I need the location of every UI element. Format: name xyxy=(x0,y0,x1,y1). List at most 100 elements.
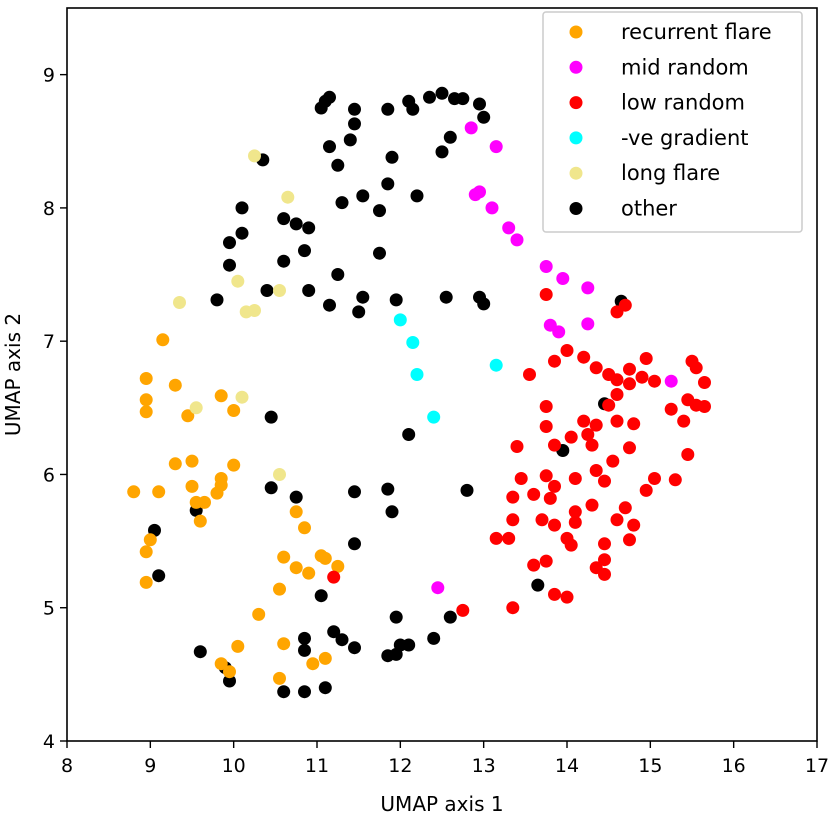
data-point xyxy=(406,102,420,116)
data-point xyxy=(564,538,578,552)
legend: recurrent flare mid random low random -ve g… xyxy=(542,11,803,233)
data-point xyxy=(173,296,186,309)
data-point xyxy=(456,603,470,617)
data-point xyxy=(443,130,457,144)
data-point xyxy=(273,582,286,596)
data-point xyxy=(477,110,491,124)
data-point xyxy=(139,405,153,419)
data-point xyxy=(139,575,153,589)
data-point xyxy=(539,288,553,301)
data-point xyxy=(623,362,636,376)
data-point xyxy=(435,145,449,159)
data-point xyxy=(502,531,516,545)
data-point xyxy=(539,420,553,433)
x-axis-ticks: 8 9 10 11 12 13 14 15 16 17 xyxy=(61,741,829,777)
legend-entry: recurrent flare xyxy=(569,20,772,44)
data-point xyxy=(181,409,195,423)
data-point xyxy=(598,567,611,581)
data-point xyxy=(348,117,361,131)
legend-entry: long flare xyxy=(569,161,720,185)
data-point xyxy=(356,290,370,304)
data-point xyxy=(568,472,582,485)
data-point xyxy=(264,481,278,495)
data-point xyxy=(698,376,711,389)
data-point xyxy=(627,518,641,532)
legend-marker xyxy=(569,96,583,110)
data-point xyxy=(302,566,316,580)
data-point xyxy=(277,550,291,564)
data-point xyxy=(618,501,632,515)
legend-label: low random xyxy=(621,91,745,115)
plot-frame xyxy=(66,7,818,742)
data-point xyxy=(139,372,153,385)
data-point xyxy=(273,671,286,685)
points-layer xyxy=(127,86,711,699)
data-point xyxy=(260,284,274,297)
data-point xyxy=(589,464,603,477)
data-point xyxy=(681,393,695,407)
data-point xyxy=(623,377,636,391)
data-point xyxy=(410,368,424,381)
legend-items: recurrent flare mid random low random -ve g… xyxy=(569,20,772,221)
data-point xyxy=(618,298,632,312)
data-point xyxy=(281,190,295,204)
series-recurrent-flare xyxy=(127,333,345,685)
data-point xyxy=(139,545,153,559)
data-point xyxy=(273,284,286,297)
data-point xyxy=(318,551,332,565)
data-point xyxy=(235,390,249,404)
data-point xyxy=(443,610,457,624)
data-point xyxy=(473,97,486,111)
data-point xyxy=(385,505,399,519)
x-tick-label: 8 xyxy=(61,755,73,777)
data-point xyxy=(168,457,182,471)
data-point xyxy=(381,482,395,496)
data-point xyxy=(535,513,549,527)
data-point xyxy=(381,102,395,116)
data-point xyxy=(548,479,561,493)
data-point xyxy=(664,374,678,388)
data-point xyxy=(331,559,345,573)
data-point xyxy=(289,217,303,231)
legend-entry: mid random xyxy=(569,55,749,79)
data-point xyxy=(235,201,249,215)
series-ve-gradient xyxy=(393,313,503,424)
data-point xyxy=(531,578,545,592)
data-point xyxy=(514,472,528,485)
data-point xyxy=(681,448,695,461)
data-point xyxy=(489,140,503,154)
data-point xyxy=(698,400,711,413)
data-point xyxy=(477,297,491,311)
data-point xyxy=(548,438,561,452)
data-point xyxy=(548,354,561,368)
data-point xyxy=(489,531,503,545)
data-point xyxy=(577,414,591,428)
data-point xyxy=(248,304,261,317)
data-point xyxy=(348,641,361,655)
data-point xyxy=(548,518,561,532)
data-point xyxy=(331,268,345,281)
data-point xyxy=(610,414,624,428)
data-point xyxy=(585,438,599,452)
data-point xyxy=(235,226,249,240)
data-point xyxy=(627,417,641,431)
x-axis-label: UMAP axis 1 xyxy=(380,792,503,816)
data-point xyxy=(506,513,520,527)
data-point xyxy=(606,454,620,468)
data-point xyxy=(539,469,553,483)
data-point xyxy=(127,485,141,499)
legend-entry: low random xyxy=(569,91,745,115)
series-other xyxy=(148,86,628,699)
data-point xyxy=(598,537,611,551)
data-point xyxy=(306,657,320,671)
legend-entry: -ve gradient xyxy=(569,126,749,150)
data-point xyxy=(427,631,441,645)
data-point xyxy=(231,274,245,288)
data-point xyxy=(556,272,570,285)
data-point xyxy=(639,352,653,365)
data-point xyxy=(539,400,553,413)
data-point xyxy=(435,86,449,100)
data-point xyxy=(552,325,566,339)
data-point xyxy=(152,485,166,499)
